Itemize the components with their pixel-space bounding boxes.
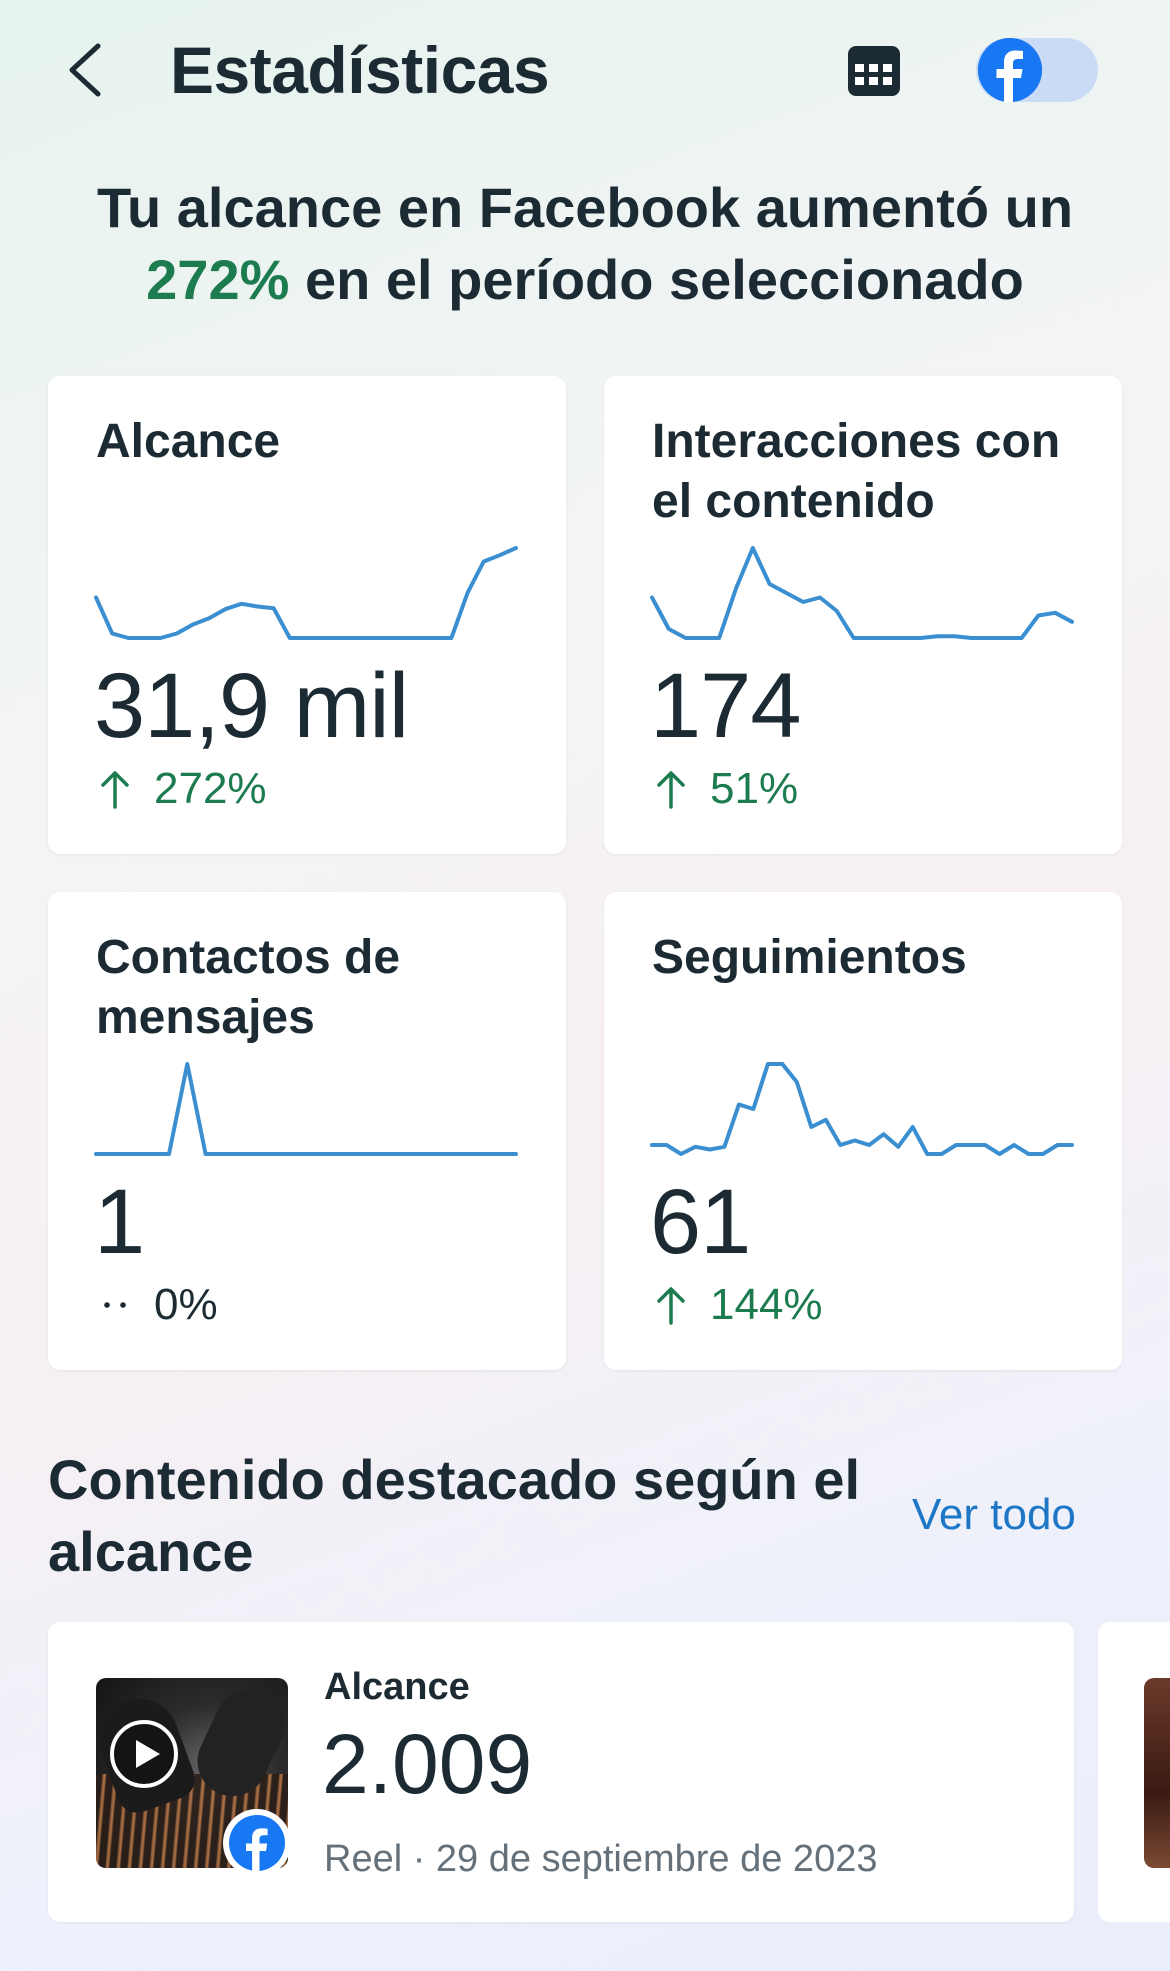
card-value: 31,9 mil — [94, 655, 409, 757]
top-content-card[interactable] — [48, 1622, 1074, 1922]
facebook-badge-icon — [223, 1809, 291, 1877]
headline-line1: Tu alcance en Facebook aumentó un — [96, 176, 1074, 239]
card-title: Interacciones con el contenido — [652, 415, 1061, 528]
facebook-logo-icon — [978, 38, 1042, 102]
sparkline-path — [650, 546, 1074, 640]
reach-sparkline — [94, 546, 518, 640]
message-contacts-card[interactable]: Contactos de mensajes 1 0% — [48, 892, 566, 1370]
calendar-icon — [848, 46, 900, 96]
change-percent: 144% — [710, 1280, 823, 1329]
card-change: 51% — [654, 764, 798, 814]
sparkline-path — [94, 1062, 518, 1156]
facebook-toggle[interactable] — [976, 38, 1098, 102]
card-change: 272% — [98, 764, 267, 814]
arrow-up-icon — [657, 771, 685, 809]
reach-headline: Tu alcance en Facebook aumentó un 272% e… — [30, 172, 1140, 316]
next-content-card[interactable] — [1098, 1622, 1170, 1922]
change-percent: 0% — [154, 1280, 218, 1329]
play-icon — [110, 1720, 178, 1788]
message-contacts-sparkline — [94, 1062, 518, 1156]
follows-sparkline — [650, 1062, 1074, 1156]
sparkline-path — [650, 1062, 1074, 1156]
arrow-up-icon — [657, 1287, 685, 1325]
interactions-sparkline — [650, 546, 1074, 640]
follows-card[interactable]: Seguimientos 61 144% — [604, 892, 1122, 1370]
content-meta: Reel · 29 de septiembre de 2023 — [324, 1838, 878, 1880]
card-change: 0% — [98, 1280, 218, 1330]
reach-card[interactable]: Alcance 31,9 mil 272% — [48, 376, 566, 854]
section-title: Contenido destacado según el alcance — [48, 1448, 861, 1583]
content-metric-value: 2.009 — [322, 1717, 533, 1811]
sparkline-path — [94, 546, 518, 640]
card-value: 61 — [650, 1171, 751, 1273]
calendar-button[interactable] — [842, 38, 906, 102]
card-title: Seguimientos — [652, 931, 967, 984]
see-all-link[interactable]: Ver todo — [912, 1490, 1076, 1539]
change-percent: 272% — [154, 764, 267, 813]
card-title: Alcance — [96, 415, 281, 468]
page-title: Estadísticas — [170, 33, 550, 107]
back-button[interactable] — [62, 38, 110, 102]
top-bar: Estadísticas — [0, 0, 1170, 140]
arrow-up-icon — [101, 771, 129, 809]
card-value: 1 — [94, 1171, 145, 1273]
card-value: 174 — [650, 655, 801, 757]
content-metric-label: Alcance — [324, 1666, 470, 1708]
card-title: Contactos de mensajes — [96, 931, 401, 1044]
next-content-thumbnail — [1144, 1678, 1170, 1868]
change-percent: 51% — [710, 764, 799, 813]
headline-line2: en el período seleccionado — [304, 248, 1024, 311]
headline-percent: 272% — [146, 248, 290, 311]
neutral-dots-icon — [104, 1302, 126, 1308]
interactions-card[interactable]: Interacciones con el contenido 174 51% — [604, 376, 1122, 854]
chevron-left-icon — [69, 43, 101, 97]
card-change: 144% — [654, 1280, 823, 1330]
